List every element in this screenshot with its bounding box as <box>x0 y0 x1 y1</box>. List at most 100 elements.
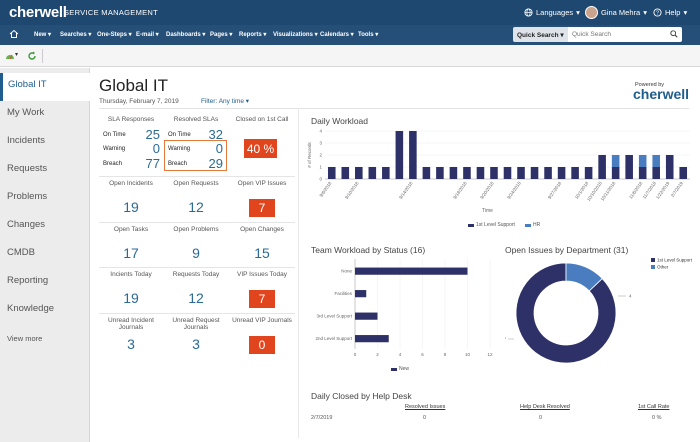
tile-divider <box>99 222 295 223</box>
user-name: Gina Mehra <box>601 8 641 17</box>
tile-value[interactable]: 0 <box>249 336 275 354</box>
open-issues-title: Open Issues by Department (31) <box>505 245 629 255</box>
col-help-desk-resolved[interactable]: Help Desk Resolved <box>520 404 570 410</box>
tile-value[interactable]: 7 <box>249 199 275 217</box>
tile-divider <box>99 267 295 268</box>
help-menu[interactable]: ? Help ▾ <box>653 8 687 17</box>
y-tick-label: 3rd Level Support <box>316 314 352 319</box>
x-tick-label: 9/20/2018 <box>479 180 495 200</box>
sidebar-item-changes[interactable]: Changes <box>7 219 46 230</box>
menu-email[interactable]: E-mail ▾ <box>136 32 159 38</box>
sidebar-item-my-work[interactable]: My Work <box>7 107 45 118</box>
legend-swatch <box>651 265 655 269</box>
x-tick-label: 2 <box>376 352 379 357</box>
bar-1st-level-support <box>449 167 458 179</box>
tile-value[interactable]: 19 <box>123 199 139 215</box>
row-resolved: 0 <box>423 415 427 421</box>
closed-first-call-value[interactable]: 40 % <box>244 139 277 158</box>
menu-searches[interactable]: Searches ▾ <box>60 32 92 38</box>
row-date: 2/7/2019 <box>311 415 333 421</box>
home-icon[interactable] <box>9 29 19 39</box>
bar-1st-level-support <box>625 155 633 179</box>
quick-search-input[interactable] <box>568 27 682 42</box>
search-icon[interactable] <box>670 30 678 38</box>
col-1st-call-rate[interactable]: 1st Call Rate <box>638 404 670 410</box>
resolved-breach-value[interactable]: 29 <box>208 156 223 171</box>
view-more-link[interactable]: View more <box>7 334 43 343</box>
warning-label: Warning <box>168 146 191 152</box>
slice-1st-level-support <box>515 262 617 364</box>
tile-value[interactable]: 3 <box>127 336 135 352</box>
tile-value[interactable]: 15 <box>254 245 270 261</box>
bar-1st-level-support <box>503 167 512 179</box>
bar-1st-level-support <box>341 167 350 179</box>
resolved-on-time-value[interactable]: 32 <box>208 127 223 142</box>
responses-breach-value[interactable]: 77 <box>145 156 160 171</box>
tile-label: Incients Today <box>110 271 152 278</box>
sidebar-item-reporting[interactable]: Reporting <box>7 275 49 286</box>
menu-new[interactable]: New ▾ <box>34 32 52 38</box>
daily-closed-title: Daily Closed by Help Desk <box>311 391 412 401</box>
tile-value[interactable]: 19 <box>123 290 139 306</box>
tile-value[interactable]: 17 <box>123 245 139 261</box>
tile-value[interactable]: 12 <box>188 199 204 215</box>
tile-value[interactable]: 7 <box>249 290 275 308</box>
bar-new <box>355 335 389 343</box>
bar-new <box>355 290 367 298</box>
dashboard-date: Thursday, February 7, 2019 <box>99 98 179 105</box>
tile-label: Open Incidents <box>109 180 153 187</box>
sidebar-item-knowledge[interactable]: Knowledge <box>7 303 55 314</box>
x-tick-label: 0 <box>354 352 357 357</box>
sidebar-item-problems[interactable]: Problems <box>7 191 48 202</box>
bar-1st-level-support <box>584 167 593 179</box>
bar-1st-level-support <box>530 167 539 179</box>
col-resolved-issues[interactable]: Resolved Issues <box>405 404 446 410</box>
sidebar-item-requests[interactable]: Requests <box>7 163 48 174</box>
responses-on-time-value[interactable]: 25 <box>145 127 160 142</box>
menu-calendars[interactable]: Calendars ▾ <box>320 32 354 38</box>
legend-swatch <box>651 258 655 262</box>
resolved-warning-value[interactable]: 0 <box>215 141 223 156</box>
refresh-icon[interactable] <box>27 51 37 61</box>
closed-first-call-header: Closed on 1st Call <box>235 116 289 123</box>
bar-1st-level-support <box>368 167 377 179</box>
chevron-down-icon[interactable]: ▾ <box>15 52 19 58</box>
y-tick-label: Facilities <box>334 291 352 296</box>
cherwell-powered-logo: cherwell <box>633 86 690 102</box>
responses-warning-value[interactable]: 0 <box>152 141 160 156</box>
tile-label: Unread Incident Journals <box>108 317 154 331</box>
filter-dropdown[interactable]: Filter: Any time ▾ <box>201 98 250 105</box>
toolbar-divider <box>42 49 43 63</box>
sidebar-item-global-it[interactable]: Global IT <box>0 73 90 101</box>
dashboard-icon[interactable] <box>5 51 15 61</box>
page-title: Global IT <box>99 76 168 95</box>
languages-menu[interactable]: Languages ▾ <box>524 8 580 17</box>
tile-value[interactable]: 3 <box>192 336 200 352</box>
tile-label: Open Changes <box>240 226 284 233</box>
sidebar-item-cmdb[interactable]: CMDB <box>7 247 35 258</box>
resolved-slas-header: Resolved SLAs <box>173 116 219 123</box>
sidebar-item-incidents[interactable]: Incidents <box>7 135 46 146</box>
toolbar: ▾ <box>0 45 700 67</box>
row-helpdesk: 0 <box>539 415 543 421</box>
chevron-down-icon: ▾ <box>643 8 647 17</box>
x-tick-label: 2/7/2019 <box>670 180 684 198</box>
quick-search-dropdown[interactable]: Quick Search ▾ <box>513 27 568 42</box>
legend-new: New <box>391 366 409 372</box>
menu-reports[interactable]: Reports ▾ <box>239 32 267 38</box>
menu-tools[interactable]: Tools ▾ <box>358 32 379 38</box>
menu-one-steps[interactable]: One-Steps ▾ <box>97 32 132 38</box>
tile-value[interactable]: 9 <box>192 245 200 261</box>
tile-value[interactable]: 12 <box>188 290 204 306</box>
menu-dashboards[interactable]: Dashboards ▾ <box>166 32 206 38</box>
user-menu[interactable]: Gina Mehra ▾ <box>585 6 647 19</box>
warning-label: Warning <box>103 146 126 152</box>
tile-label: Requests Today <box>172 271 220 278</box>
bar-1st-level-support <box>571 167 579 179</box>
menu-visualizations[interactable]: Visualizations ▾ <box>273 32 318 38</box>
x-tick-label: 4 <box>399 352 402 357</box>
bar-1st-level-support <box>382 167 390 179</box>
x-axis-label: Time <box>482 208 493 214</box>
menu-pages[interactable]: Pages ▾ <box>210 32 233 38</box>
daily-workload-chart: 0 1 2 3 4 9/6/2018 9/10/2018 9/14/2018 9/18/2018… <box>307 129 690 214</box>
